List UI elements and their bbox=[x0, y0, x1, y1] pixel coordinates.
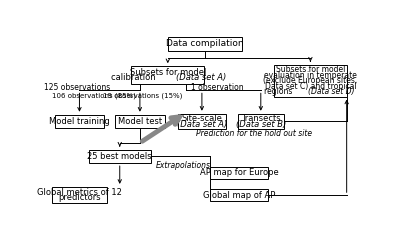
FancyBboxPatch shape bbox=[55, 115, 104, 128]
FancyBboxPatch shape bbox=[238, 114, 284, 129]
Text: (exclude European sites,: (exclude European sites, bbox=[263, 76, 358, 85]
FancyBboxPatch shape bbox=[168, 37, 242, 51]
Text: AP map for Europe: AP map for Europe bbox=[200, 168, 278, 177]
Text: (Data set D): (Data set D) bbox=[308, 87, 354, 96]
Text: regions: regions bbox=[264, 87, 295, 96]
Text: (Data set B): (Data set B) bbox=[236, 120, 286, 129]
Text: calibration: calibration bbox=[111, 73, 158, 82]
Text: Extrapolations: Extrapolations bbox=[155, 161, 210, 170]
FancyBboxPatch shape bbox=[131, 66, 204, 84]
FancyBboxPatch shape bbox=[89, 150, 151, 163]
Text: Global metrics of 12: Global metrics of 12 bbox=[37, 188, 122, 197]
Text: Site-scale: Site-scale bbox=[182, 114, 222, 123]
Text: calibration (Data set A): calibration (Data set A) bbox=[108, 73, 206, 82]
Text: Data set C) and tropical: Data set C) and tropical bbox=[264, 82, 356, 91]
Text: Prediction for the hold out site: Prediction for the hold out site bbox=[196, 129, 312, 138]
Text: 19 observations (15%): 19 observations (15%) bbox=[103, 93, 182, 100]
FancyBboxPatch shape bbox=[115, 115, 165, 128]
Text: Global map of AP: Global map of AP bbox=[203, 191, 275, 200]
Text: 1 observation: 1 observation bbox=[191, 83, 244, 92]
Text: predictors: predictors bbox=[58, 193, 101, 202]
FancyBboxPatch shape bbox=[178, 114, 226, 129]
Text: regions (Data set D): regions (Data set D) bbox=[260, 87, 338, 96]
Text: 125 observations: 125 observations bbox=[44, 83, 110, 92]
Text: Data compilation: Data compilation bbox=[166, 39, 244, 48]
Text: Subsets for model: Subsets for model bbox=[130, 68, 206, 77]
FancyBboxPatch shape bbox=[210, 167, 268, 179]
FancyBboxPatch shape bbox=[52, 187, 106, 203]
FancyBboxPatch shape bbox=[210, 189, 268, 202]
Text: Model training: Model training bbox=[49, 117, 110, 126]
FancyBboxPatch shape bbox=[274, 65, 347, 97]
Text: 106 observations (85%): 106 observations (85%) bbox=[52, 93, 136, 100]
Text: 25 best models: 25 best models bbox=[88, 152, 152, 161]
Text: (Data set A): (Data set A) bbox=[177, 120, 227, 129]
Text: Transects: Transects bbox=[241, 114, 281, 123]
Text: (Data set A): (Data set A) bbox=[176, 73, 226, 82]
Text: Model test: Model test bbox=[118, 117, 162, 126]
Text: Subsets for model: Subsets for model bbox=[276, 65, 345, 74]
Text: evaluation in temperate: evaluation in temperate bbox=[264, 71, 357, 80]
